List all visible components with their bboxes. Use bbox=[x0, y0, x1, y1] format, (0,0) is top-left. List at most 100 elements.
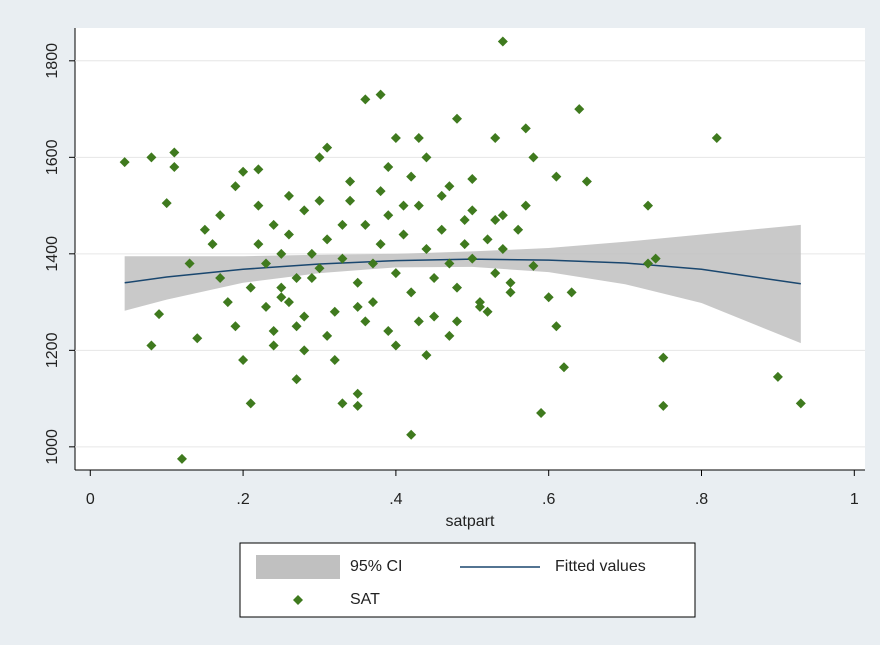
y-tick-label: 1800 bbox=[44, 43, 61, 79]
point bbox=[161, 198, 172, 209]
x-tick-label: .8 bbox=[695, 491, 708, 508]
point bbox=[574, 104, 585, 115]
point bbox=[490, 133, 501, 144]
legend-swatch bbox=[256, 555, 340, 579]
point bbox=[497, 244, 508, 254]
legend-label: 95% CI bbox=[350, 558, 402, 575]
point bbox=[543, 292, 554, 303]
point bbox=[413, 200, 424, 211]
point bbox=[169, 161, 180, 172]
point bbox=[452, 113, 463, 124]
point bbox=[551, 321, 562, 332]
point bbox=[299, 311, 310, 322]
point bbox=[398, 200, 409, 211]
point bbox=[283, 190, 294, 201]
point bbox=[253, 239, 264, 250]
point bbox=[513, 224, 524, 235]
x-tick-label: 1 bbox=[850, 491, 859, 508]
point bbox=[360, 94, 371, 105]
point bbox=[444, 181, 455, 192]
point bbox=[711, 133, 722, 144]
point bbox=[360, 316, 371, 327]
point bbox=[199, 224, 210, 235]
point bbox=[253, 200, 264, 211]
point bbox=[283, 297, 294, 308]
point bbox=[452, 282, 463, 293]
point bbox=[268, 340, 279, 351]
point bbox=[650, 253, 661, 264]
point bbox=[283, 229, 294, 240]
point bbox=[245, 282, 256, 293]
point bbox=[536, 408, 547, 419]
point bbox=[230, 321, 241, 332]
point bbox=[444, 330, 455, 341]
point bbox=[406, 429, 417, 440]
point bbox=[352, 388, 363, 399]
point bbox=[375, 89, 386, 100]
point bbox=[367, 297, 378, 308]
point bbox=[413, 133, 424, 144]
point bbox=[222, 297, 233, 308]
point bbox=[505, 277, 516, 288]
legend bbox=[239, 542, 696, 618]
point bbox=[360, 219, 371, 230]
point bbox=[643, 200, 654, 211]
point bbox=[436, 224, 447, 235]
point bbox=[291, 321, 302, 332]
fit-line bbox=[124, 258, 801, 285]
point bbox=[245, 398, 256, 409]
point bbox=[558, 362, 569, 373]
point bbox=[383, 210, 394, 221]
point bbox=[551, 171, 562, 182]
point bbox=[467, 205, 478, 216]
point bbox=[772, 371, 783, 382]
point bbox=[581, 176, 592, 187]
point bbox=[314, 195, 325, 206]
point bbox=[146, 152, 157, 163]
point bbox=[452, 316, 463, 327]
x-tick-label: .2 bbox=[236, 491, 249, 508]
point bbox=[520, 200, 531, 211]
point bbox=[528, 152, 539, 163]
point bbox=[276, 282, 287, 293]
point bbox=[299, 345, 310, 356]
point bbox=[215, 272, 226, 283]
legend-label: Fitted values bbox=[555, 558, 646, 575]
point bbox=[436, 190, 447, 201]
point bbox=[467, 174, 478, 185]
point bbox=[413, 316, 424, 327]
point bbox=[482, 234, 493, 245]
point bbox=[119, 157, 130, 168]
point bbox=[482, 306, 493, 317]
ci-band bbox=[124, 224, 801, 344]
point bbox=[795, 398, 806, 409]
point bbox=[383, 161, 394, 172]
point bbox=[184, 258, 195, 269]
point bbox=[459, 215, 470, 226]
point bbox=[421, 244, 432, 254]
x-axis-title: satpart bbox=[446, 513, 495, 530]
point bbox=[215, 210, 226, 221]
point bbox=[261, 258, 272, 269]
point bbox=[367, 258, 378, 269]
point bbox=[390, 340, 401, 351]
point bbox=[497, 36, 508, 47]
point bbox=[345, 195, 356, 206]
point bbox=[375, 186, 386, 197]
point bbox=[322, 330, 333, 341]
point bbox=[375, 239, 386, 250]
point bbox=[444, 258, 455, 269]
point bbox=[299, 205, 310, 216]
point bbox=[253, 164, 264, 175]
point bbox=[566, 287, 577, 298]
legend-label: SAT bbox=[350, 591, 380, 608]
point bbox=[238, 354, 249, 365]
point bbox=[345, 176, 356, 187]
point bbox=[474, 301, 485, 312]
point bbox=[490, 215, 501, 226]
y-tick-label: 1600 bbox=[44, 139, 61, 175]
point bbox=[505, 287, 516, 298]
point bbox=[169, 147, 180, 158]
point bbox=[337, 219, 348, 230]
